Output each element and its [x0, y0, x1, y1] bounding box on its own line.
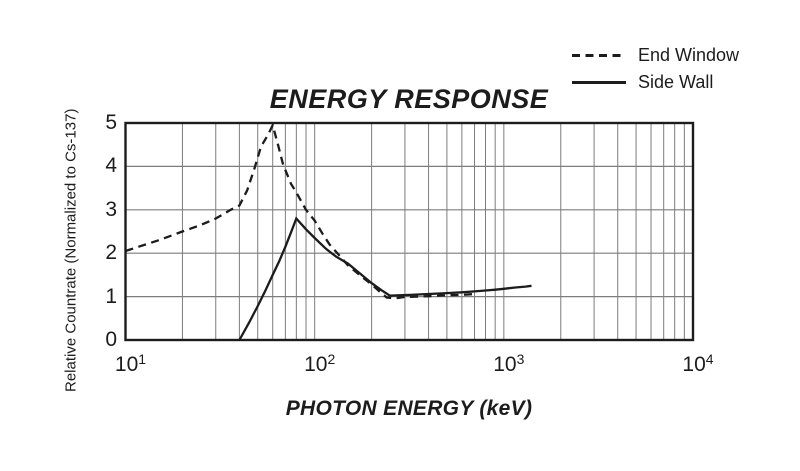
y-tick-5: 5 — [105, 111, 117, 134]
y-tick-4: 4 — [105, 154, 117, 178]
x-axis-title: PHOTON ENERGY (keV) — [285, 397, 533, 420]
solid-line-sample — [572, 81, 626, 84]
x-tick-10e4: 104 — [682, 351, 714, 376]
y-tick-0: 0 — [105, 328, 117, 351]
series-line-end-window — [125, 121, 475, 300]
legend-label-side-wall: Side Wall — [638, 72, 714, 92]
legend: End Window Side Wall — [572, 42, 739, 96]
y-tick-1: 1 — [105, 284, 117, 308]
y-tick-2: 2 — [105, 241, 117, 265]
chart-title: ENERGY RESPONSE — [269, 84, 549, 114]
x-tick-10e2: 102 — [304, 351, 336, 376]
x-tick-10e3: 103 — [493, 351, 525, 376]
legend-item-side-wall: Side Wall — [572, 69, 739, 96]
legend-label-end-window: End Window — [638, 45, 740, 65]
y-tick-3: 3 — [105, 197, 117, 221]
x-tick-10e1: 101 — [114, 351, 147, 376]
legend-item-end-window: End Window — [572, 42, 739, 69]
series-line-side-wall — [238, 216, 532, 341]
dashed-line-sample — [572, 54, 626, 57]
